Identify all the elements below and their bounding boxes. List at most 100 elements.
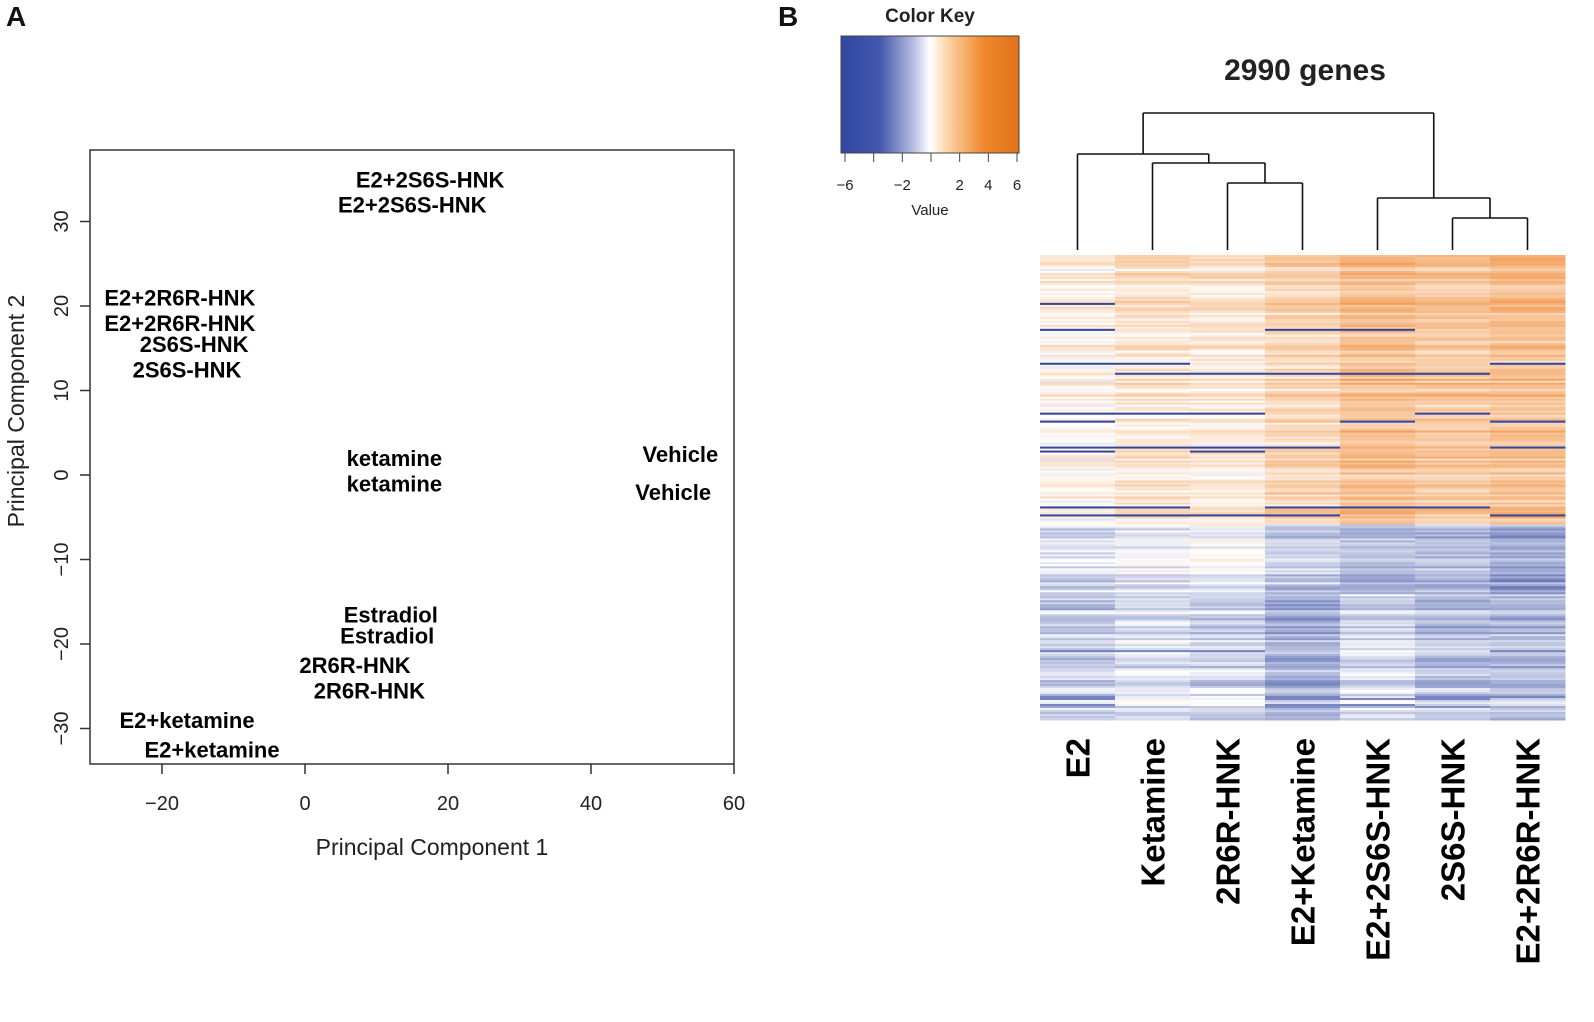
heatmap-cell xyxy=(1190,516,1266,519)
heatmap-cell xyxy=(1340,472,1416,476)
heatmap-cell xyxy=(1265,346,1341,350)
heatmap-cell xyxy=(1115,388,1191,392)
heatmap-cell xyxy=(1115,582,1191,585)
heatmap-cell xyxy=(1340,530,1416,533)
heatmap-cell xyxy=(1415,354,1491,358)
heatmap-cell xyxy=(1040,592,1116,595)
heatmap-cell xyxy=(1040,698,1116,701)
heatmap-cell xyxy=(1040,426,1116,430)
heatmap-cell xyxy=(1340,578,1416,581)
heatmap-cell xyxy=(1490,422,1566,426)
y-tick-label: 30 xyxy=(51,210,73,232)
heatmap-cell xyxy=(1340,436,1416,440)
data-point-label: E2+2S6S-HNK xyxy=(356,167,505,192)
heatmap-cell xyxy=(1415,584,1491,587)
data-point-label: ketamine xyxy=(347,446,442,471)
heatmap-cell xyxy=(1415,700,1491,703)
heatmap-cell xyxy=(1040,696,1116,699)
heatmap-cell xyxy=(1415,396,1491,400)
heatmap-cell xyxy=(1265,532,1341,535)
heatmap-cell xyxy=(1115,510,1191,513)
heatmap-cell xyxy=(1340,584,1416,587)
heatmap-cell xyxy=(1115,658,1191,661)
heatmap-cell xyxy=(1040,520,1116,523)
heatmap-cell xyxy=(1040,582,1116,585)
heatmap-cell xyxy=(1415,712,1491,715)
heatmap-cell xyxy=(1190,368,1266,372)
heatmap-cell xyxy=(1190,342,1266,346)
heatmap-cell xyxy=(1415,556,1491,559)
heatmap-cell xyxy=(1340,618,1416,621)
heatmap-cell xyxy=(1265,554,1341,557)
heatmap-cell xyxy=(1115,526,1191,529)
heatmap-cell xyxy=(1490,492,1566,495)
heatmap-cell xyxy=(1190,308,1266,312)
heatmap-cell xyxy=(1490,382,1566,386)
heatmap-cell xyxy=(1190,518,1266,521)
heatmap-cell xyxy=(1490,594,1566,597)
heatmap-cell xyxy=(1415,274,1491,278)
column-label: E2+2R6R-HNK xyxy=(1510,738,1547,965)
heatmap-cell xyxy=(1490,410,1566,414)
heatmap-cell xyxy=(1190,472,1266,476)
heatmap-cell xyxy=(1265,432,1341,436)
heatmap-cell xyxy=(1040,422,1116,426)
heatmap-cell xyxy=(1415,562,1491,565)
heatmap-cell xyxy=(1490,278,1566,282)
heatmap-cell xyxy=(1340,298,1416,302)
heatmap-cell xyxy=(1490,714,1566,717)
data-point-label: Vehicle xyxy=(635,480,711,505)
heatmap-cell xyxy=(1040,488,1116,491)
heatmap-cell xyxy=(1190,350,1266,354)
heatmap-cell xyxy=(1415,296,1491,300)
heatmap-cell xyxy=(1265,255,1341,258)
heatmap-cell xyxy=(1340,552,1416,555)
heatmap-cell xyxy=(1415,590,1491,593)
heatmap-cell xyxy=(1490,326,1566,330)
heatmap-cell xyxy=(1415,368,1491,372)
heatmap-cell xyxy=(1340,680,1416,683)
heatmap-cell xyxy=(1190,554,1266,557)
heatmap-cell xyxy=(1490,346,1566,350)
heatmap-cell xyxy=(1265,420,1341,424)
heatmap-cell xyxy=(1115,656,1191,659)
heatmap-cell xyxy=(1040,308,1116,312)
heatmap-cell xyxy=(1415,568,1491,571)
heatmap-cell xyxy=(1040,280,1116,284)
heatmap-cell xyxy=(1490,506,1566,509)
heatmap-cell xyxy=(1415,586,1491,589)
heatmap-cell xyxy=(1040,564,1116,567)
heatmap-cell xyxy=(1340,382,1416,386)
heatmap-cell xyxy=(1265,646,1341,649)
heatmap-cell xyxy=(1340,544,1416,547)
heatmap-cell xyxy=(1415,362,1491,366)
heatmap-cell xyxy=(1415,620,1491,623)
heatmap-cell xyxy=(1115,678,1191,681)
heatmap-cell xyxy=(1190,572,1266,575)
heatmap-cell xyxy=(1190,540,1266,543)
heatmap-cell xyxy=(1490,372,1566,376)
heatmap-cell xyxy=(1190,674,1266,677)
heatmap-cell xyxy=(1040,688,1116,691)
heatmap-cell xyxy=(1190,608,1266,611)
heatmap-cell xyxy=(1490,682,1566,685)
heatmap-cell xyxy=(1115,262,1191,266)
heatmap-cell xyxy=(1040,604,1116,607)
heatmap-cell xyxy=(1415,510,1491,513)
x-axis-title: Principal Component 1 xyxy=(316,834,549,860)
heatmap-cell xyxy=(1340,406,1416,410)
heatmap-cell xyxy=(1340,566,1416,569)
heatmap-cell xyxy=(1265,698,1341,701)
heatmap-cell xyxy=(1490,458,1566,462)
heatmap-cell xyxy=(1340,492,1416,495)
heatmap-cell xyxy=(1340,606,1416,609)
heatmap-cell xyxy=(1190,376,1266,380)
heatmap-cell xyxy=(1115,554,1191,557)
heatmap-cell xyxy=(1415,508,1491,511)
heatmap-cell xyxy=(1490,358,1566,362)
heatmap-cell xyxy=(1265,262,1341,266)
heatmap-cell xyxy=(1115,714,1191,717)
heatmap-cell xyxy=(1490,684,1566,687)
heatmap-cell xyxy=(1415,494,1491,497)
heatmap-cell xyxy=(1490,354,1566,358)
